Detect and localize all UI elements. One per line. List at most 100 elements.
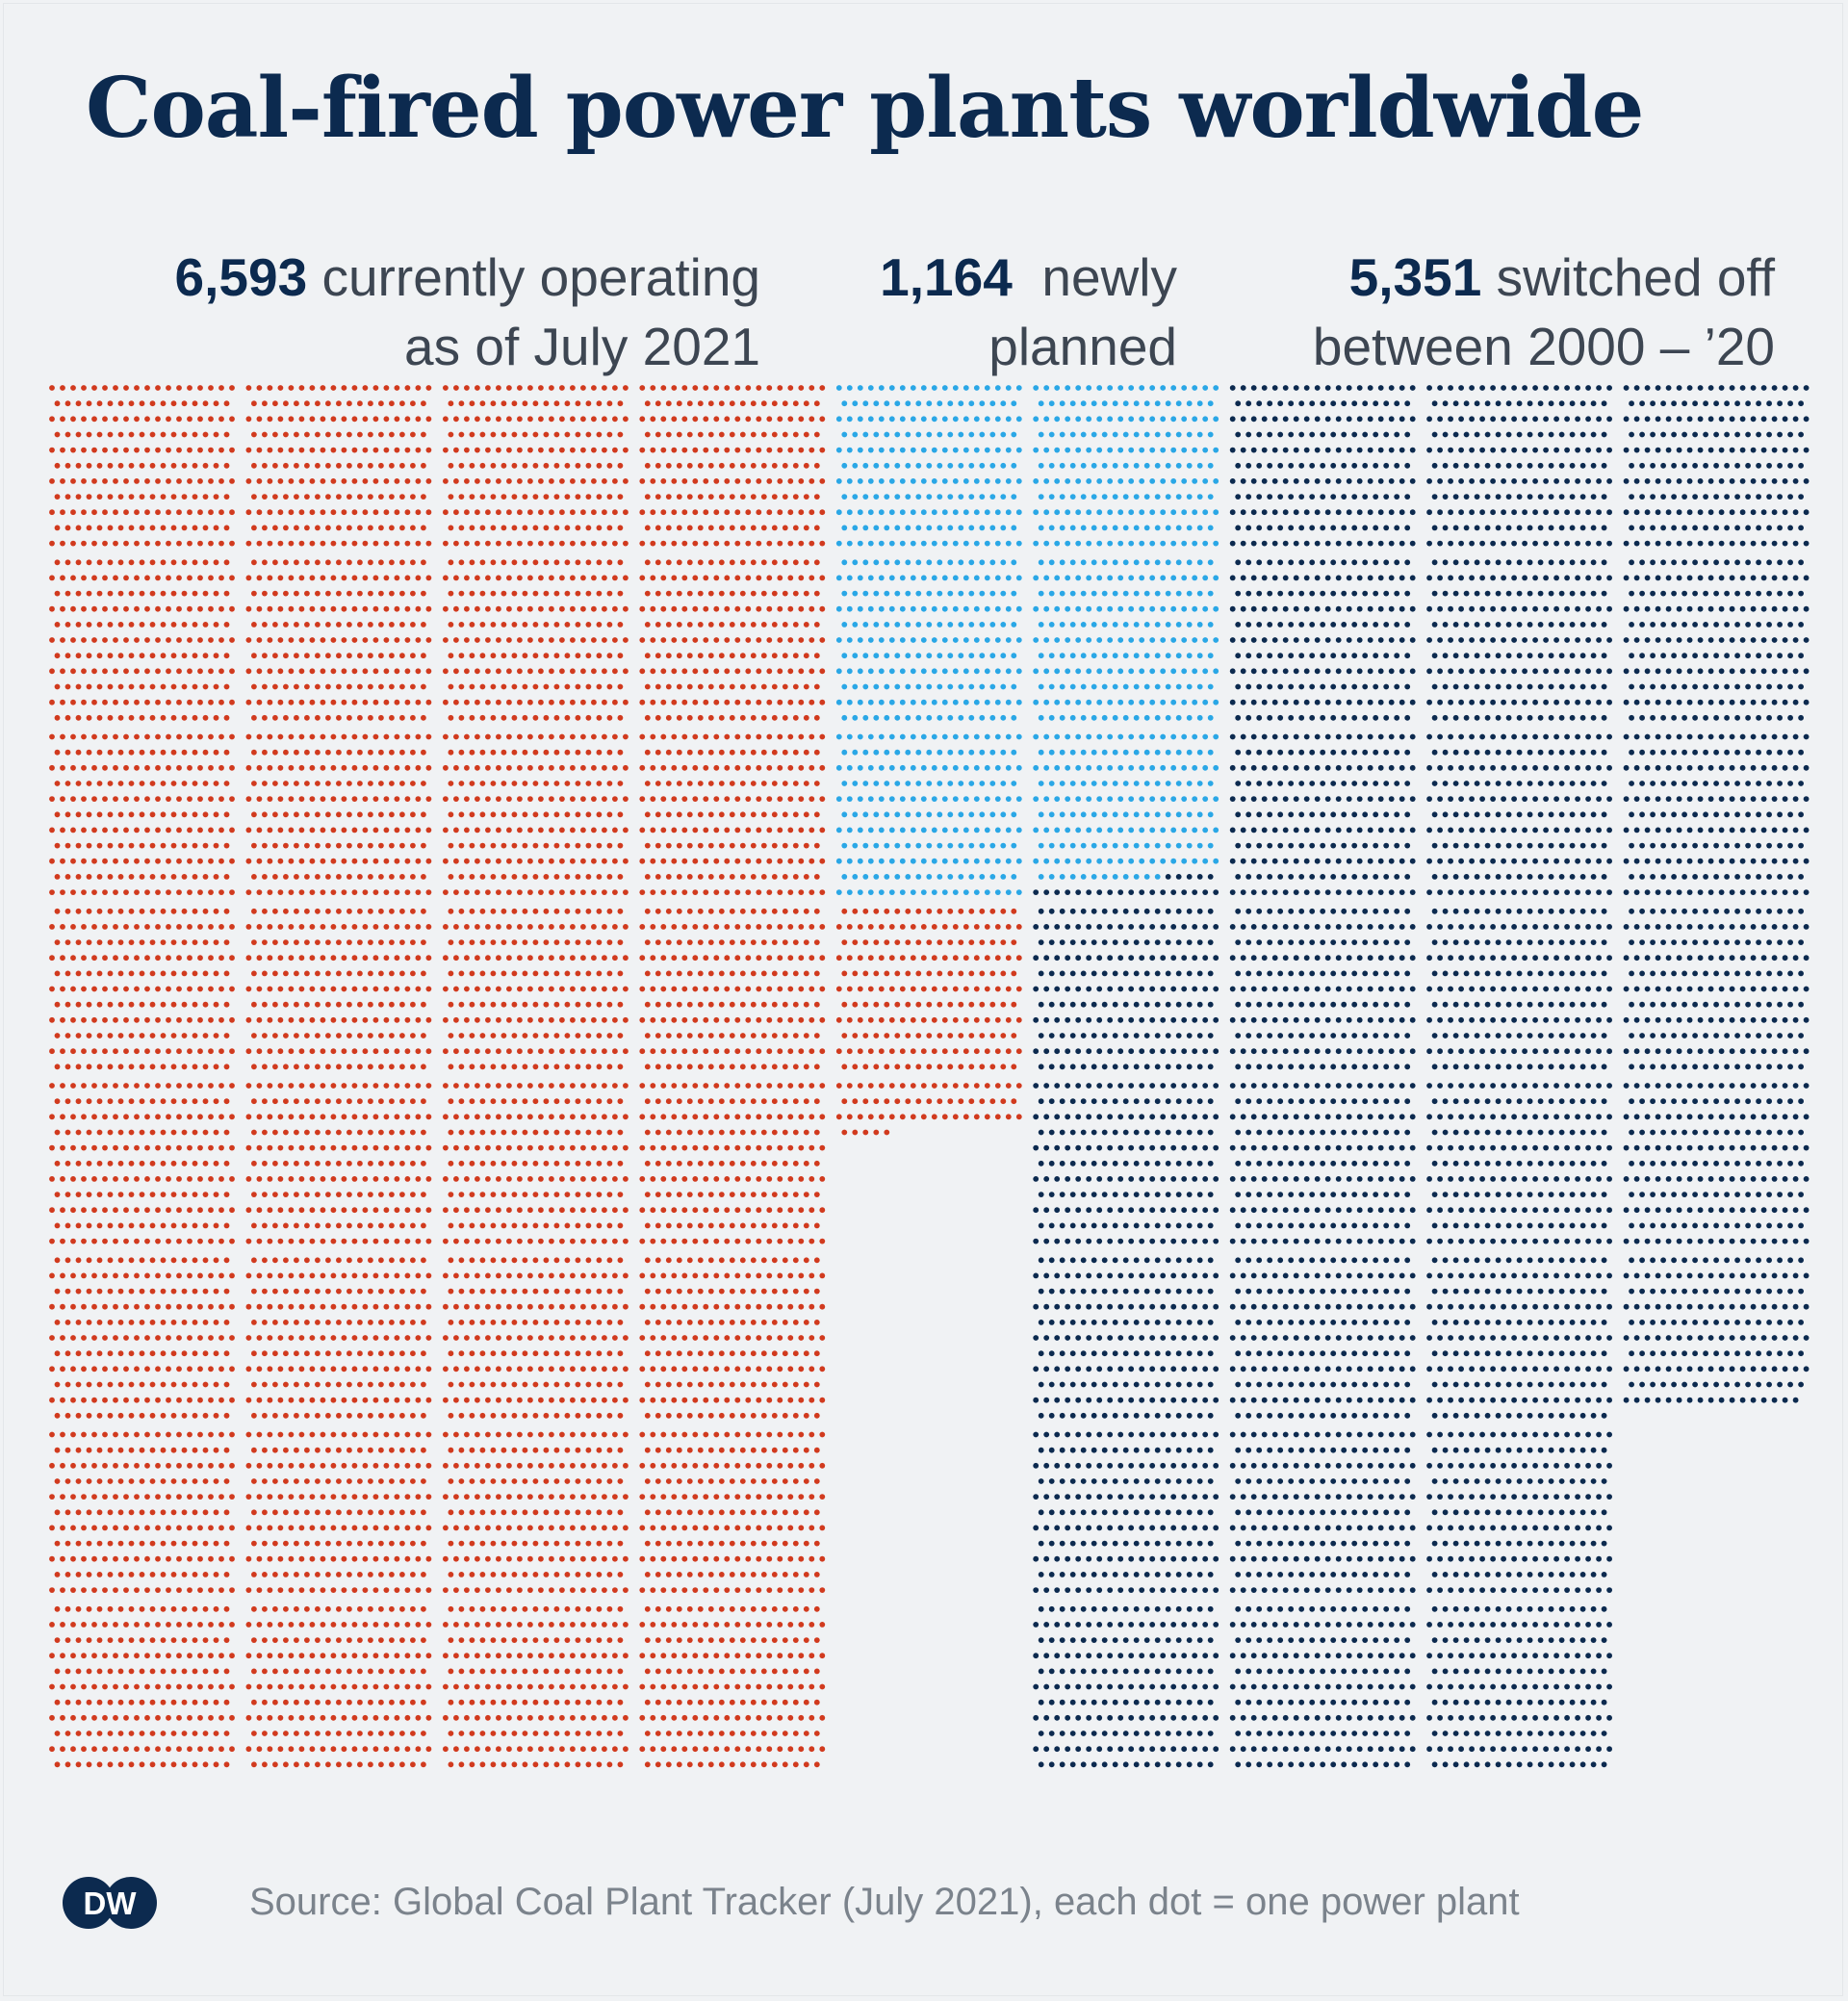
dot-operating [368, 1731, 373, 1736]
dot-operating [639, 478, 646, 484]
dot-operating [288, 447, 295, 453]
dot-operating [60, 1653, 65, 1659]
dot-operating [527, 889, 533, 895]
dot-operating [70, 1555, 76, 1562]
dot-operating [713, 416, 720, 423]
dot-operating [782, 653, 788, 659]
dot-operating [378, 1412, 384, 1419]
dot-operating [500, 683, 507, 690]
dot-operating [54, 653, 61, 659]
dot-operating [575, 1509, 581, 1516]
dot-operating [128, 400, 135, 407]
dot-operating [479, 1222, 486, 1229]
dot-operating [229, 1746, 235, 1753]
dot-operating [320, 1714, 326, 1721]
dot-operating [425, 827, 432, 834]
dot-operating [262, 400, 268, 407]
dot-operating [96, 431, 103, 438]
dot-operating [134, 605, 140, 612]
dot-operating [575, 400, 581, 407]
dot-operating [580, 858, 586, 864]
dot-operating [415, 478, 422, 484]
dot-operating [777, 540, 783, 547]
dot-operating [448, 1509, 454, 1516]
dot-operating [692, 509, 699, 516]
dot-operating [139, 1381, 145, 1388]
dot-operating [803, 494, 809, 500]
dot-operating [399, 781, 405, 786]
dot-operating [389, 1129, 395, 1136]
dot-operating [602, 1238, 607, 1244]
dot-operating [591, 1653, 597, 1659]
dot-operating [543, 939, 550, 945]
dot-operating [813, 494, 820, 500]
dot-operating [134, 540, 140, 547]
dot-operating [517, 1494, 523, 1500]
dot-operating [176, 924, 182, 930]
dot-operating [559, 1714, 565, 1721]
dot-operating [617, 1033, 624, 1039]
dot-operating [453, 605, 459, 612]
dot-operating [341, 1525, 347, 1531]
dot-operating [421, 939, 426, 945]
dot-operating [341, 1083, 347, 1089]
dot-operating [113, 1144, 118, 1151]
dot-operating [421, 1540, 426, 1547]
dot-operating [288, 416, 295, 423]
dot-operating [288, 1048, 295, 1055]
dot-operating [368, 1257, 373, 1264]
dot-operating [75, 1033, 82, 1039]
dot-operating [496, 1494, 501, 1500]
dot-operating [60, 575, 65, 581]
dot-operating [336, 749, 342, 756]
dot-operating [251, 874, 257, 880]
dot-operating [745, 447, 752, 453]
dot-operating [107, 1447, 114, 1453]
dot-operating [500, 431, 507, 438]
dot-operating [389, 714, 395, 721]
dot-operating [511, 653, 518, 659]
dot-operating [665, 462, 672, 469]
dot-operating [522, 1699, 528, 1706]
dot-operating [70, 1683, 76, 1690]
dot-operating [325, 431, 331, 438]
dot-operating [808, 478, 815, 484]
dot-operating [564, 1761, 571, 1768]
dot-operating [357, 1509, 363, 1516]
dot-operating [575, 622, 581, 628]
dot-operating [606, 1572, 613, 1578]
dot-operating [532, 1064, 539, 1070]
dot-operating [96, 1288, 103, 1295]
dot-operating [60, 1714, 65, 1721]
dot-operating [475, 1144, 480, 1151]
dot-operating [453, 668, 459, 675]
dot-operating [187, 1431, 192, 1438]
dot-operating [443, 1397, 449, 1403]
dot-operating [251, 590, 257, 597]
dot-operating [166, 447, 171, 453]
dot-operating [718, 559, 725, 566]
dot-operating [527, 1114, 533, 1120]
dot-operating [500, 1412, 507, 1419]
dot-operating [771, 525, 778, 531]
dot-operating [288, 1335, 295, 1341]
dot-operating [86, 939, 92, 945]
dot-operating [298, 1083, 305, 1089]
dot-operating [208, 1714, 214, 1721]
dot-operating [517, 1587, 523, 1593]
dot-operating [262, 431, 268, 438]
dot-operating [70, 1397, 76, 1403]
dot-operating [96, 908, 103, 914]
dot-operating [288, 1431, 295, 1438]
dot-operating [277, 1335, 284, 1341]
dot-operating [591, 1494, 597, 1500]
dot-operating [559, 1144, 565, 1151]
dot-operating [251, 1605, 257, 1612]
dot-operating [443, 668, 449, 675]
dot-operating [170, 874, 177, 880]
dot-operating [570, 1525, 576, 1531]
dot-operating [139, 1572, 145, 1578]
dot-operating [107, 1320, 114, 1325]
dot-operating [86, 1381, 92, 1388]
dot-operating [117, 1192, 124, 1197]
